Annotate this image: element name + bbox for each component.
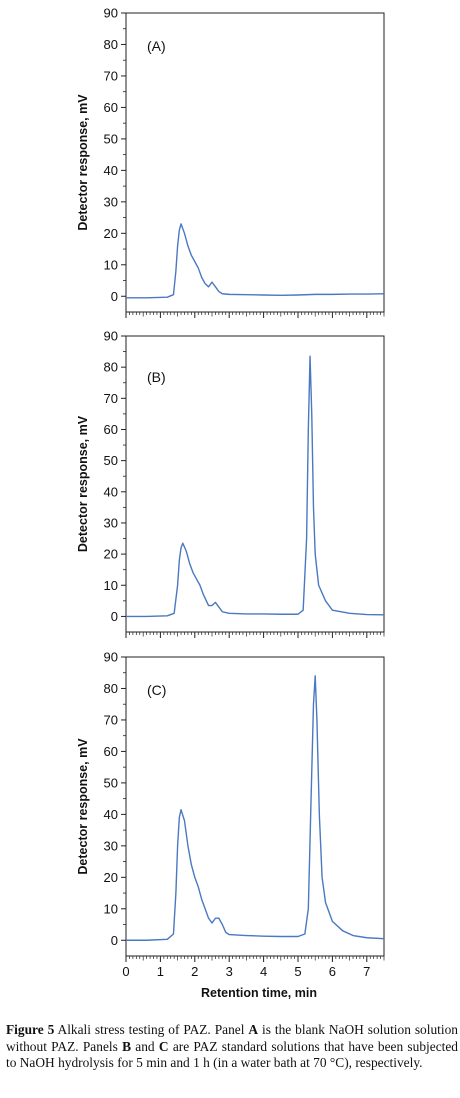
panel-b-ytick-label: 20 bbox=[104, 547, 118, 562]
panel-c-xtick-label: 4 bbox=[260, 964, 267, 979]
panel-a-label: (A) bbox=[147, 38, 166, 54]
caption-panel-c: C bbox=[158, 1038, 169, 1054]
panel-c-xtick-label: 0 bbox=[122, 964, 129, 979]
caption-figure-label: Figure 5 bbox=[6, 1022, 55, 1037]
caption-text-3: and bbox=[131, 1038, 159, 1054]
panel-c-ytick-label: 30 bbox=[104, 838, 118, 853]
caption-text-2: is the blank NaOH solution solution with… bbox=[6, 1022, 459, 1054]
caption-panel-b: B bbox=[122, 1038, 132, 1054]
panel-a-plot-frame bbox=[125, 12, 385, 313]
panel-b-ytick-label: 10 bbox=[104, 578, 118, 593]
panel-c-xtick-label: 1 bbox=[157, 964, 164, 979]
panel-a-ytick-label: 60 bbox=[104, 100, 118, 115]
panel-c-ylabel: Detector response, mV bbox=[76, 738, 90, 875]
panel-c-xtick-label: 7 bbox=[363, 964, 370, 979]
panel-c-series-line bbox=[126, 675, 385, 941]
panel-c-xlabel: Retention time, min bbox=[201, 986, 317, 1000]
panel-c-ytick-label: 20 bbox=[104, 870, 118, 885]
panel-c-xtick-label: 3 bbox=[226, 964, 233, 979]
caption-text-4: are PAZ standard solutions that have bee… bbox=[6, 1038, 459, 1071]
panel-c-ytick-label: 10 bbox=[104, 901, 118, 916]
figure-caption: Figure 5 Alkali stress testing of PAZ. P… bbox=[6, 1022, 458, 1072]
panel-b-ytick-label: 90 bbox=[104, 329, 118, 344]
panel-a-ytick-label: 70 bbox=[104, 68, 118, 83]
caption-text-1: Alkali stress testing of PAZ. Panel bbox=[54, 1022, 249, 1037]
panel-b-ytick-label: 40 bbox=[104, 484, 118, 499]
panel-c-xtick-label: 5 bbox=[294, 964, 301, 979]
panel-a-ytick-label: 30 bbox=[104, 194, 118, 209]
panel-c-label: (C) bbox=[147, 682, 166, 698]
panel-b-ytick-label: 50 bbox=[104, 453, 118, 468]
panel-a-series-line bbox=[126, 223, 385, 299]
panel-b-ylabel: Detector response, mV bbox=[76, 415, 90, 552]
panel-b-ytick-label: 0 bbox=[111, 609, 118, 624]
panel-b-series-line bbox=[126, 355, 385, 618]
panel-a-ytick-label: 40 bbox=[104, 163, 118, 178]
panel-a-ytick-label: 10 bbox=[104, 257, 118, 272]
panel-c-ytick-label: 70 bbox=[104, 712, 118, 727]
chromatogram-figure: 0 10 20 30 40 50 60 70 80 90 Detector response, mV… bbox=[76, 6, 385, 1000]
panel-a-ylabel: Detector response, mV bbox=[76, 94, 90, 231]
panel-a-ytick-label: 90 bbox=[104, 6, 118, 21]
caption-panel-a: A bbox=[248, 1022, 259, 1037]
panel-c-ytick-label: 40 bbox=[104, 807, 118, 822]
panel-c-ytick-label: 50 bbox=[104, 775, 118, 790]
panel-b-ytick-label: 70 bbox=[104, 391, 118, 406]
panel-b-ytick-label: 60 bbox=[104, 422, 118, 437]
panel-a-ytick-label: 0 bbox=[111, 289, 118, 304]
panel-c-ytick-label: 90 bbox=[104, 650, 118, 665]
panel-c-plot-frame bbox=[125, 656, 385, 957]
panel-b-ytick-label: 30 bbox=[104, 515, 118, 530]
panel-c-xtick-label: 6 bbox=[329, 964, 336, 979]
panel-b-label: (B) bbox=[147, 369, 166, 385]
panel-a-ytick-label: 50 bbox=[104, 131, 118, 146]
panel-b-ytick-label: 80 bbox=[104, 360, 118, 375]
panel-a-ytick-label: 80 bbox=[104, 37, 118, 52]
panel-c-xtick-label: 2 bbox=[191, 964, 198, 979]
panel-c-ytick-label: 80 bbox=[104, 681, 118, 696]
panel-c-ytick-label: 60 bbox=[104, 744, 118, 759]
panel-b-plot-frame bbox=[125, 335, 385, 633]
panel-a-ytick-label: 20 bbox=[104, 226, 118, 241]
panel-c-ytick-label: 0 bbox=[111, 933, 118, 948]
